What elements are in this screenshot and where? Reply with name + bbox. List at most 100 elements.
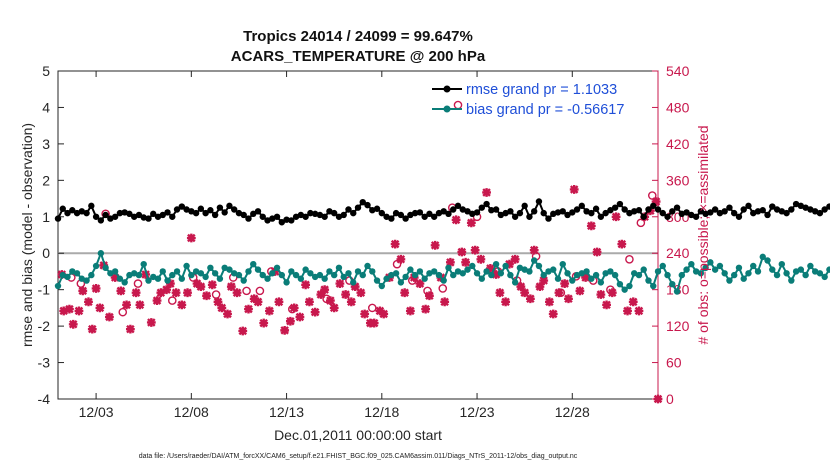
rmse-series-point — [192, 209, 200, 217]
bias-series-point — [569, 277, 576, 284]
assimilated-obs-point — [87, 324, 97, 334]
x-axis-label: Dec.01,2011 00:00:00 start — [274, 427, 442, 443]
bias-series-point — [783, 270, 790, 277]
bias-series-point — [554, 275, 562, 282]
rmse-series-point — [673, 204, 681, 211]
y-axis-label-right: # of obs: o=possible; ×=assimilated — [695, 125, 711, 344]
bias-series-point — [621, 286, 628, 293]
bias-series-point — [364, 262, 371, 270]
assimilated-obs-point — [369, 318, 379, 328]
assimilated-obs-point — [316, 290, 326, 299]
bias-series-point — [54, 282, 62, 290]
rmse-series-point — [97, 217, 105, 224]
assimilated-obs-point — [581, 273, 591, 282]
rmse-series-point — [569, 209, 576, 216]
assimilated-obs-point — [274, 297, 284, 307]
bias-series-point — [607, 268, 614, 275]
rmse-series-point — [478, 204, 486, 211]
rmse-series-point — [635, 207, 643, 214]
assimilated-obs-point — [628, 297, 638, 307]
rmse-series-point — [340, 211, 347, 219]
rmse-series-point — [707, 209, 714, 216]
assimilated-obs-point — [510, 254, 520, 264]
rmse-series-point — [250, 210, 257, 218]
rmse-series-point — [69, 207, 76, 214]
bias-series-point — [245, 268, 252, 275]
rmse-series-point — [764, 211, 771, 219]
bias-series-point — [292, 271, 300, 279]
assimilated-obs-point — [545, 297, 554, 307]
rmse-series-point — [135, 211, 143, 219]
rmse-series-point — [397, 211, 405, 219]
possible-obs-point — [255, 286, 265, 296]
bias-series-point — [473, 270, 481, 277]
assimilated-obs-point — [495, 288, 505, 298]
rmse-series-point — [535, 198, 543, 205]
bias-series-point — [488, 271, 495, 279]
assimilated-obs-point — [59, 306, 69, 316]
y-tick-label-left: 3 — [42, 136, 50, 152]
bias-series-point — [583, 268, 590, 275]
assimilated-obs-point — [520, 288, 530, 298]
rmse-series-point — [450, 206, 457, 213]
y-tick-label-right: 0 — [666, 391, 674, 407]
bias-series-point — [302, 266, 309, 273]
rmse-series-point — [159, 211, 166, 219]
bias-series-point — [773, 271, 781, 279]
rmse-series-point — [150, 210, 157, 218]
assimilated-obs-point — [91, 284, 101, 293]
bias-series-point — [511, 279, 519, 286]
bias-series-point — [716, 262, 724, 270]
bias-series-point — [459, 270, 466, 277]
y-tick-label-left: 2 — [42, 172, 50, 188]
y-tick-label-right: 60 — [666, 355, 682, 371]
bias-series-point — [183, 262, 190, 270]
assimilated-obs-point — [651, 197, 661, 206]
assimilated-obs-point — [586, 221, 596, 231]
bias-series-point — [664, 271, 671, 279]
assimilated-obs-point — [529, 245, 539, 255]
bias-series-point — [669, 281, 676, 288]
bias-series-point — [159, 268, 166, 275]
chart-subtitle: ACARS_TEMPERATURE @ 200 hPa — [231, 48, 486, 65]
rmse-series-point — [207, 207, 214, 214]
bias-series-point — [711, 266, 719, 273]
rmse-series-point — [345, 206, 352, 213]
rmse-series-point — [488, 207, 495, 214]
bias-series-point — [730, 271, 738, 279]
assimilated-obs-point — [592, 247, 602, 257]
rmse-series-point — [354, 204, 362, 211]
rmse-series-point — [230, 206, 238, 213]
bias-series-point — [450, 271, 457, 279]
rmse-series-point — [54, 215, 62, 222]
bias-series-point — [740, 275, 747, 282]
rmse-series-point — [788, 206, 795, 213]
bias-series-point — [559, 260, 566, 268]
bias-series-point — [169, 271, 176, 279]
y-tick-label-left: 5 — [42, 63, 50, 79]
bias-series-point — [207, 264, 214, 271]
bias-series-point — [116, 275, 124, 282]
assimilated-obs-point — [74, 306, 84, 316]
bias-series-point — [626, 282, 633, 290]
bias-series-point — [83, 277, 90, 284]
bias-series-point — [211, 270, 219, 277]
rmse-series-point — [564, 211, 571, 219]
rmse-series-point — [573, 206, 581, 213]
rmse-series-point — [111, 213, 119, 220]
assimilated-obs-point — [65, 304, 74, 314]
assimilated-obs-point — [360, 309, 370, 319]
rmse-series-point — [745, 202, 752, 210]
x-axis-ticks: 12/03 12/08 12/13 12/18 12/23 12/28 — [79, 71, 590, 420]
bias-series-point — [673, 288, 681, 295]
rmse-series-point — [173, 206, 181, 213]
assimilated-obs-point — [375, 306, 385, 316]
rmse-series-point — [526, 213, 533, 220]
assimilated-obs-point — [396, 254, 406, 264]
rmse-series-point — [330, 209, 338, 217]
assimilated-obs-point — [400, 288, 410, 298]
rmse-series-point — [692, 213, 700, 220]
bias-series-point — [592, 271, 600, 279]
y-tick-label-left: 4 — [42, 99, 50, 115]
rmse-series-point — [507, 208, 514, 215]
